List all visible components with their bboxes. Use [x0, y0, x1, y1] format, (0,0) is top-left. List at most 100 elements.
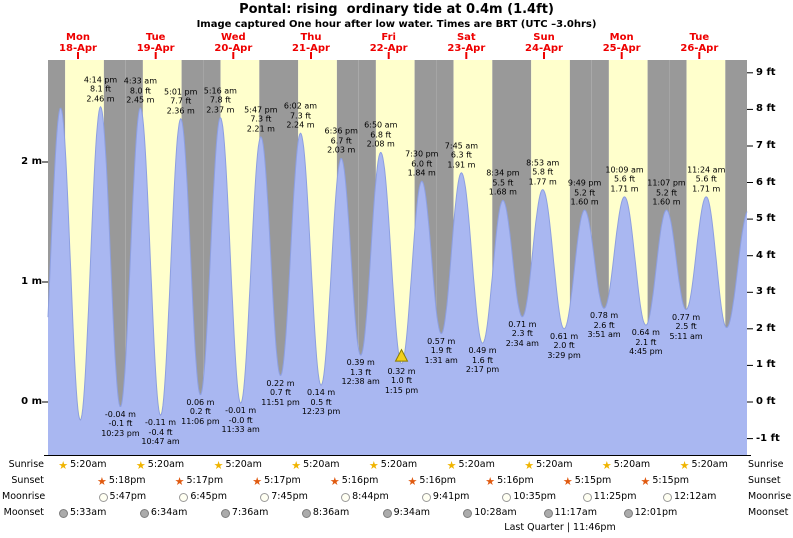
- moonset-time: 6:34am: [150, 507, 188, 518]
- high-tide-label: 4:33 am 8.0 ft 2.45 m: [124, 77, 157, 106]
- sunset-icon: ★: [96, 474, 107, 488]
- sunset-entry: ★ 5:18pm: [97, 475, 146, 487]
- tide-label-line: 0.64 m: [631, 328, 660, 338]
- tide-label-line: 6.8 ft: [370, 130, 392, 140]
- tide-label-line: 1:31 am: [424, 355, 458, 365]
- low-tide-label: 0.14 m 0.5 ft 12:23 pm: [302, 388, 340, 417]
- moonset-time: 7:36am: [231, 507, 269, 518]
- sunset-time: 5:17pm: [186, 475, 224, 486]
- high-tide-label: 10:09 am 5.6 ft 1.71 m: [605, 165, 643, 194]
- moonrise-time: 5:47pm: [109, 491, 147, 502]
- tide-label-line: 6:36 pm: [324, 126, 358, 136]
- moonrise-time: 11:25pm: [593, 491, 637, 502]
- tide-label-line: -0.04 m: [104, 409, 136, 419]
- tide-label-line: 8:34 pm: [486, 168, 520, 178]
- moonset-entry: 6:34am: [139, 507, 188, 519]
- day-name: Thu: [300, 32, 322, 43]
- moonrise-entry: 8:44pm: [341, 491, 389, 503]
- day-date: 25-Apr: [602, 43, 641, 54]
- sunrise-time: 5:20am: [613, 459, 651, 470]
- sunrise-entry: ★ 5:20am: [369, 459, 417, 471]
- day-name: Mon: [609, 32, 634, 43]
- sunrise-entry: ★ 5:20am: [524, 459, 572, 471]
- day-label: Mon 25-Apr: [587, 32, 657, 54]
- tide-label-line: 7.3 ft: [289, 111, 312, 121]
- y-axis-label-ft: 3 ft: [756, 286, 776, 298]
- y-axis-label-ft: 2 ft: [756, 322, 776, 334]
- tide-label-line: 1:15 pm: [384, 385, 419, 395]
- day-tick: [698, 52, 701, 59]
- tide-label-line: 1.91 m: [447, 160, 476, 170]
- tide-label-line: 11:33 am: [221, 425, 260, 435]
- tide-label-line: 5.2 ft: [655, 188, 678, 197]
- tide-curve-line: [47, 105, 748, 421]
- tide-label-line: 5:01 pm: [164, 87, 198, 97]
- tide-label-line: 1.77 m: [528, 177, 557, 187]
- tide-label-line: -0.1 ft: [108, 419, 133, 429]
- tide-label-line: 2.37 m: [206, 105, 235, 115]
- moonrise-entry: 6:45pm: [179, 491, 227, 503]
- high-tide-label: 5:01 pm 7.7 ft 2.36 m: [164, 87, 197, 116]
- tide-label-line: 0.7 ft: [269, 388, 292, 398]
- y-axis-label-ft: 8 ft: [756, 103, 776, 115]
- moonrise-time: 10:35pm: [513, 491, 557, 502]
- tide-label-line: -0.11 m: [145, 418, 177, 428]
- tide-label-line: 0.39 m: [346, 358, 375, 368]
- tide-label-line: 11:51 pm: [261, 397, 300, 407]
- sunset-entry: ★ 5:15pm: [563, 475, 612, 487]
- day-tick: [620, 52, 623, 59]
- tide-label-line: 1.68 m: [488, 187, 517, 197]
- low-tide-label: 0.49 m 1.6 ft 2:17 pm: [466, 346, 499, 375]
- moonset-icon: [543, 508, 553, 518]
- tide-label-line: 1.9 ft: [430, 346, 452, 356]
- y-axis-label-m: 2 m: [21, 156, 42, 167]
- moonrise-entry: 10:35pm: [502, 491, 556, 503]
- tide-label-line: 1.84 m: [407, 168, 436, 178]
- moonset-icon: [382, 508, 392, 518]
- tide-label-line: 1.0 ft: [390, 376, 413, 386]
- high-tide-label: 7:30 pm 6.0 ft 1.84 m: [405, 150, 438, 179]
- tide-label-line: 0.78 m: [590, 311, 619, 321]
- y-axis-label-ft: 1 ft: [756, 359, 776, 371]
- tide-label-line: 5.8 ft: [532, 167, 554, 177]
- low-tide-label: 0.71 m 2.3 ft 2:34 am: [506, 320, 539, 349]
- day-date: 22-Apr: [369, 43, 408, 54]
- high-tide-label: 6:02 am 7.3 ft 2.24 m: [284, 102, 317, 131]
- moonrise-entry: 5:47pm: [98, 491, 147, 503]
- tide-label-line: 2.03 m: [327, 145, 356, 155]
- moonrise-icon: [582, 492, 592, 502]
- tide-label-line: 8:53 am: [526, 158, 560, 168]
- day-name: Wed: [221, 32, 246, 43]
- tide-label-line: 2.0 ft: [553, 341, 575, 351]
- moonrise-entry: 9:41pm: [421, 491, 469, 503]
- tide-label-line: 8.0 ft: [129, 86, 151, 95]
- tide-label-line: 3:29 pm: [547, 350, 581, 360]
- low-tide-label: -0.11 m -0.4 ft 10:47 am: [141, 418, 179, 447]
- moonset-entry: 5:33am: [58, 507, 106, 519]
- day-date: 23-Apr: [447, 43, 486, 54]
- tide-label-line: 2.46 m: [86, 94, 115, 104]
- tide-label-line: 2.08 m: [366, 139, 395, 149]
- tide-label-line: 4:33 am: [123, 76, 157, 86]
- moonset-time: 10:28am: [474, 507, 517, 518]
- tide-label-line: 2.6 ft: [593, 320, 615, 330]
- sunset-entry: ★ 5:17pm: [175, 475, 224, 487]
- sunset-icon: ★: [174, 474, 185, 488]
- high-tide-label: 6:50 am 6.8 ft 2.08 m: [364, 121, 397, 150]
- tide-label-line: 0.71 m: [508, 319, 537, 329]
- high-tide-label: 11:24 am 5.6 ft 1.71 m: [687, 165, 725, 194]
- day-date: 24-Apr: [525, 43, 563, 54]
- sunset-entry: ★ 5:17pm: [252, 475, 301, 487]
- tide-label-line: 2.24 m: [286, 120, 315, 130]
- tide-label-line: 1.6 ft: [471, 355, 494, 365]
- day-label: Thu 21-Apr: [276, 32, 346, 54]
- low-tide-label: 0.61 m 2.0 ft 3:29 pm: [547, 332, 580, 361]
- y-axis-label-ft: 4 ft: [756, 249, 776, 261]
- moonset-time: 12:01pm: [634, 507, 678, 518]
- tide-label-line: 9:49 pm: [567, 178, 602, 188]
- moonrise-entry: 7:45pm: [260, 491, 308, 503]
- tide-label-line: 2.21 m: [246, 124, 275, 134]
- low-tide-label: -0.04 m -0.1 ft 10:23 pm: [101, 410, 139, 439]
